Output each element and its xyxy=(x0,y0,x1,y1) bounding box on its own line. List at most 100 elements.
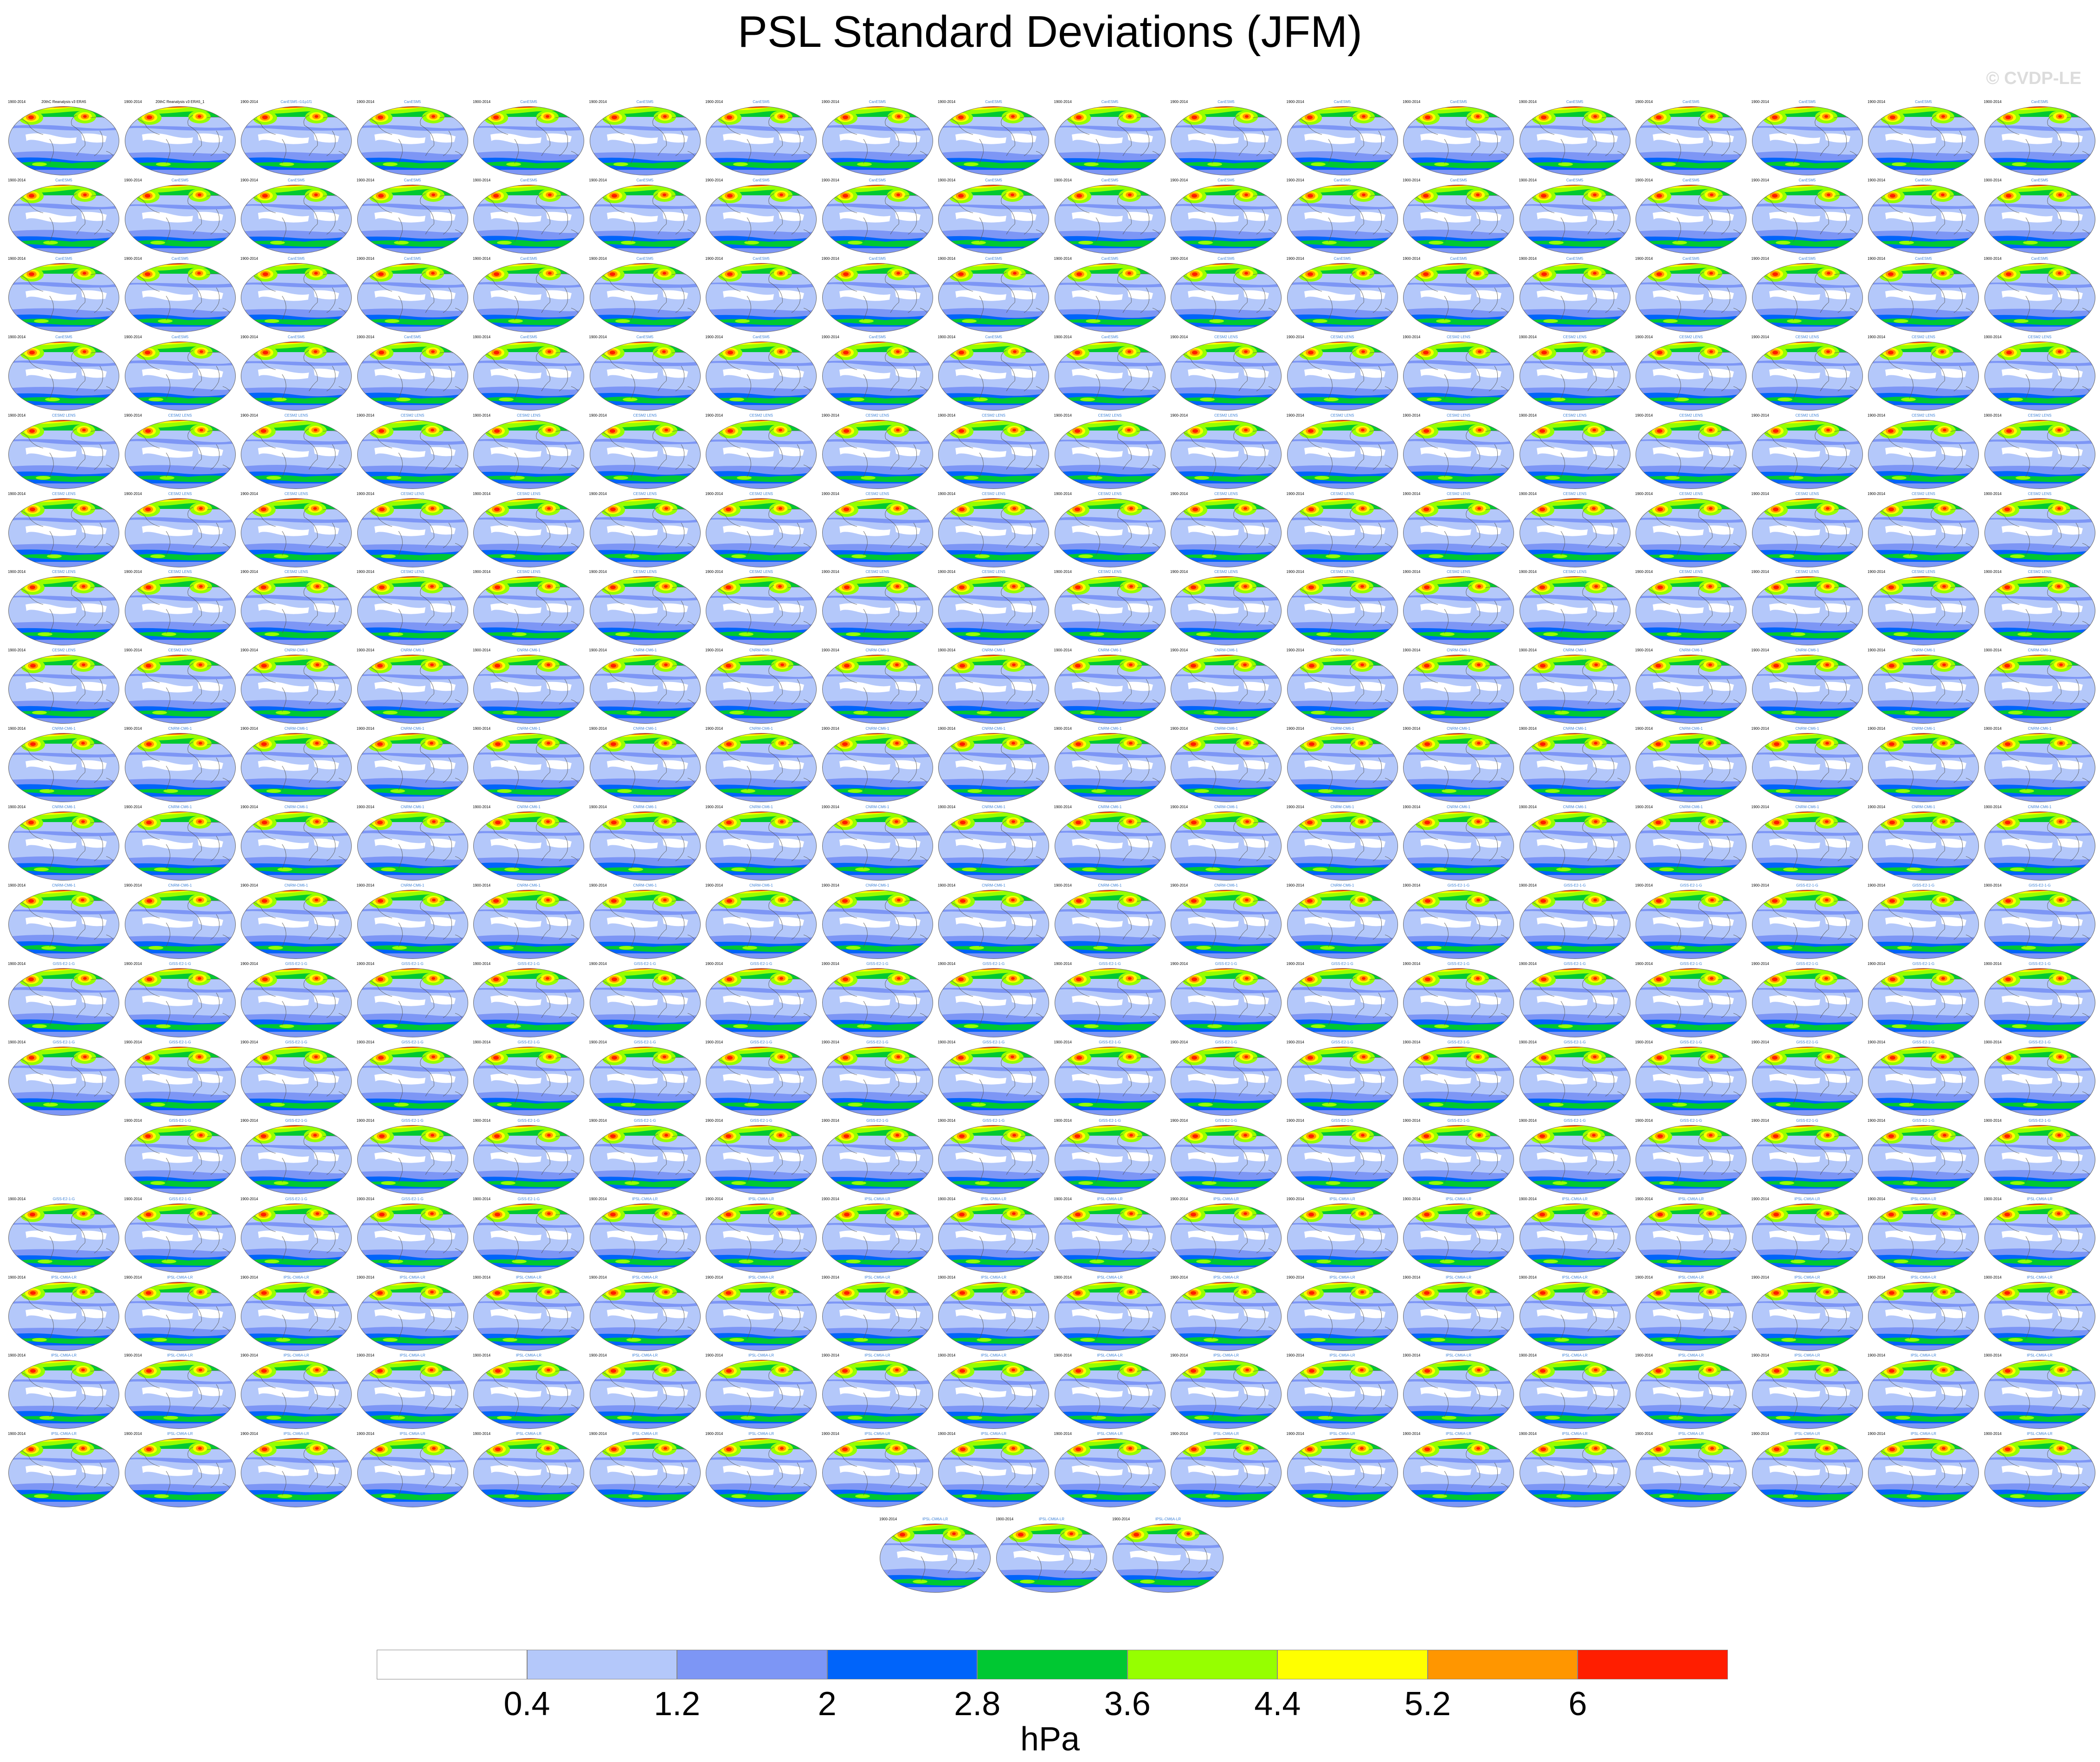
panel-model-name: CanESM5 xyxy=(1217,178,1235,182)
robinson-map xyxy=(1519,1438,1630,1508)
panel-period: 1900-2014 xyxy=(1403,1275,1421,1280)
panel-label: 1900-2014 CNRM-CM6-1 xyxy=(1751,727,1864,731)
panel-period: 1900-2014 xyxy=(124,648,142,653)
map-panel: 1900-2014 CESM2 LENS xyxy=(821,492,934,570)
panel-period: 1900-2014 xyxy=(705,1353,723,1358)
panel-label: 1900-2014 CESM2 LENS xyxy=(1634,492,1748,496)
panel-model-name: GISS-E2-1-G xyxy=(866,961,889,966)
map-panel: 1900-2014 GISS-E2-1-G xyxy=(1634,1119,1748,1196)
panel-label: 1900-2014 IPSL-CM6A-LR xyxy=(1983,1353,2097,1358)
panel-label: 1900-2014 CESM2 LENS xyxy=(1518,570,1632,574)
robinson-map xyxy=(589,733,701,803)
map-panel: 1900-2014 IPSL-CM6A-LR xyxy=(1286,1275,1399,1353)
panel-model-name: GISS-E2-1-G xyxy=(52,1040,75,1044)
panel-period: 1900-2014 xyxy=(705,178,723,182)
panel-model-name: CanESM5 xyxy=(404,334,421,339)
panel-label: 1900-2014 IPSL-CM6A-LR xyxy=(356,1432,470,1436)
map-panel: 1900-2014 CNRM-CM6-1 xyxy=(704,727,818,804)
panel-period: 1900-2014 xyxy=(1054,1432,1072,1436)
panel-model-name: CanESM5 xyxy=(171,334,189,339)
panel-period: 1900-2014 xyxy=(124,1275,142,1280)
panel-label: 1900-2014 GISS-E2-1-G xyxy=(1983,1119,2097,1123)
colorbar-tick-label: 6 xyxy=(1568,1685,1587,1723)
map-panel: 1900-2014 GISS-E2-1-G xyxy=(1169,1119,1283,1196)
panel-label: 1900-2014 IPSL-CM6A-LR xyxy=(239,1432,353,1436)
panel-period: 1900-2014 xyxy=(240,648,258,653)
robinson-map xyxy=(1171,341,1282,411)
panel-label: 1900-2014 CanESM5 xyxy=(356,257,470,261)
map-panel: 1900-2014 CanESM5 xyxy=(821,100,934,178)
panel-model-name: CESM2 LENS xyxy=(1795,334,1819,339)
panel-period: 1900-2014 xyxy=(1403,883,1421,887)
panel-model-name: CNRM-CM6-1 xyxy=(517,805,541,810)
panel-model-name: CanESM5 xyxy=(1101,334,1119,339)
panel-period: 1900-2014 xyxy=(1984,1196,2002,1201)
robinson-map xyxy=(124,811,236,881)
panel-label: 1900-2014 CESM2 LENS xyxy=(1634,335,1748,340)
map-panel: 1900-2014 CanESM5 xyxy=(937,335,1050,413)
panel-model-name: IPSL-CM6A-LR xyxy=(283,1275,309,1280)
map-panel: 1900-2014 CESM2 LENS xyxy=(1053,413,1167,491)
panel-period: 1900-2014 xyxy=(1170,100,1188,104)
panel-period: 1900-2014 xyxy=(821,961,839,966)
panel-period: 1900-2014 xyxy=(1635,1196,1653,1201)
panel-model-name: GISS-E2-1-G xyxy=(1215,961,1237,966)
panel-label: 1900-2014 CESM2 LENS xyxy=(1518,335,1632,340)
panel-label: 1900-2014 CNRM-CM6-1 xyxy=(472,727,586,731)
panel-period: 1900-2014 xyxy=(1635,1275,1653,1280)
panel-label: 1900-2014 CESM2 LENS xyxy=(1169,570,1283,574)
panel-label: 1900-2014 CESM2 LENS xyxy=(356,492,470,496)
robinson-map xyxy=(473,341,584,411)
panel-label: 1900-2014 CNRM-CM6-1 xyxy=(704,883,818,888)
panel-model-name: GISS-E2-1-G xyxy=(1564,1040,1586,1044)
panel-model-name: IPSL-CM6A-LR xyxy=(632,1353,658,1358)
panel-period: 1900-2014 xyxy=(240,491,258,496)
map-panel: 1900-2014 CNRM-CM6-1 xyxy=(1286,805,1399,883)
panel-model-name: GISS-E2-1-G xyxy=(169,961,191,966)
robinson-map xyxy=(357,106,468,175)
panel-label: 1900-2014 CanESM5 xyxy=(1518,257,1632,261)
panel-label: 1900-2014 CNRM-CM6-1 xyxy=(1169,805,1283,810)
panel-model-name: IPSL-CM6A-LR xyxy=(1329,1353,1355,1358)
panel-model-name: IPSL-CM6A-LR xyxy=(1038,1517,1065,1521)
panel-label: 1900-2014 IPSL-CM6A-LR xyxy=(1751,1197,1864,1202)
robinson-map xyxy=(1636,184,1746,254)
map-panel: 1900-2014 CanESM5 xyxy=(1169,100,1283,178)
robinson-map xyxy=(1171,576,1282,646)
panel-period: 1900-2014 xyxy=(8,413,26,418)
robinson-map xyxy=(1752,1203,1863,1273)
map-panel: 1900-2014 GISS-E2-1-G xyxy=(1751,1040,1864,1118)
panel-model-name: CNRM-CM6-1 xyxy=(1330,805,1354,810)
panel-period: 1900-2014 xyxy=(473,491,491,496)
panel-model-name: IPSL-CM6A-LR xyxy=(1910,1275,1937,1280)
panel-label: 1900-2014 CESM2 LENS xyxy=(1053,413,1167,418)
panel-label: 1900-2014 CESM2 LENS xyxy=(704,492,818,496)
panel-period: 1900-2014 xyxy=(1751,1275,1769,1280)
robinson-map xyxy=(124,1360,236,1429)
panel-period: 1900-2014 xyxy=(1054,1118,1072,1123)
panel-model-name: CESM2 LENS xyxy=(1447,570,1470,574)
panel-period: 1900-2014 xyxy=(1170,1118,1188,1123)
panel-model-name: CanESM5 xyxy=(288,178,305,182)
map-panel: 1900-2014 CESM2 LENS xyxy=(7,570,121,648)
colorbar xyxy=(377,1650,1728,1679)
robinson-map xyxy=(1171,655,1282,724)
panel-model-name: CNRM-CM6-1 xyxy=(865,727,889,731)
panel-period: 1900-2014 xyxy=(1170,1353,1188,1358)
panel-label: 1900-2014 CESM2 LENS xyxy=(356,413,470,418)
robinson-map xyxy=(1171,890,1282,959)
panel-model-name: CanESM5 xyxy=(171,178,189,182)
colorbar-tick-label: 0.4 xyxy=(503,1685,550,1723)
panel-label: 1900-2014 CESM2 LENS xyxy=(472,413,586,418)
panel-model-name: GISS-E2-1-G xyxy=(1099,961,1121,966)
panel-label: 1900-2014 IPSL-CM6A-LR xyxy=(1983,1197,2097,1202)
panel-label: 1900-2014 CNRM-CM6-1 xyxy=(1634,727,1748,731)
panel-model-name: CNRM-CM6-1 xyxy=(2028,648,2052,653)
panel-model-name: GISS-E2-1-G xyxy=(866,1040,889,1044)
panel-model-name: IPSL-CM6A-LR xyxy=(748,1196,774,1201)
panel-label: 1900-2014 IPSL-CM6A-LR xyxy=(7,1432,121,1436)
panel-label: 1900-2014 CanESM5 xyxy=(123,335,237,340)
map-panel: 1900-2014 CanESM5 xyxy=(356,335,470,413)
panel-model-name: CanESM5 xyxy=(1798,256,1816,261)
robinson-map xyxy=(1984,263,2095,332)
